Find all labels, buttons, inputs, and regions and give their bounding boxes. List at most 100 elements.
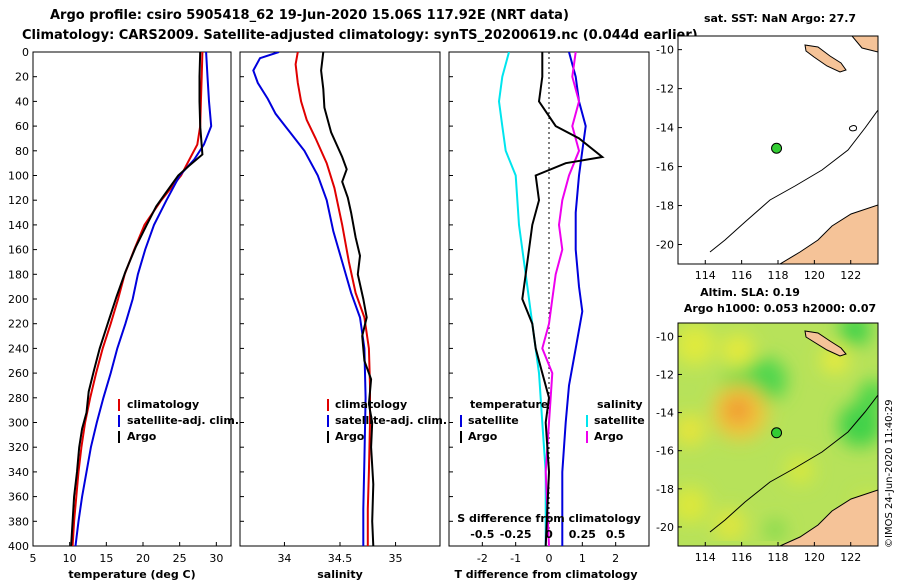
y-tick-label: 280 xyxy=(8,392,29,405)
mainland-australia xyxy=(779,489,878,546)
difference-xlabel: T difference from climatology xyxy=(454,568,637,580)
y-tick-label: 240 xyxy=(8,342,29,355)
x-tick-label: 2 xyxy=(612,552,619,565)
legend-satellite-label: satellite-adj. clim. xyxy=(127,414,239,427)
x-tick-label: 5 xyxy=(30,552,37,565)
y-tick-label: 360 xyxy=(8,491,29,504)
lat-tick-label: -18 xyxy=(656,200,674,213)
title-line-1: Argo profile: csiro 5905418_62 19-Jun-20… xyxy=(50,8,569,23)
lat-tick-label: -12 xyxy=(656,368,674,381)
lon-tick-label: 118 xyxy=(768,551,789,564)
salinity-climatology-line xyxy=(294,52,371,546)
y-tick-label: 60 xyxy=(15,120,29,133)
lat-tick-label: -16 xyxy=(656,161,674,174)
lat-tick-label: -10 xyxy=(656,44,674,57)
temperature-argo-line xyxy=(70,52,204,546)
y-tick-label: 120 xyxy=(8,194,29,207)
legend-s-satellite-label: satellite xyxy=(594,414,645,427)
y-tick-label: 180 xyxy=(8,268,29,281)
t-satellite-diff-line xyxy=(561,52,587,546)
x-tick-label: 35 xyxy=(389,552,403,565)
y-tick-label: 80 xyxy=(15,145,29,158)
y-tick-label: 260 xyxy=(8,367,29,380)
argo-float-marker xyxy=(771,427,783,439)
argo-float-marker xyxy=(771,142,783,154)
island-sumba xyxy=(804,44,847,73)
x-tick-label: 10 xyxy=(63,552,77,565)
s-satellite-diff-line xyxy=(497,52,547,546)
y-tick-label: 160 xyxy=(8,244,29,257)
island-sumba xyxy=(804,330,847,357)
lat-tick-label: -10 xyxy=(656,330,674,343)
t-argo-diff-line xyxy=(521,52,605,546)
y-tick-label: 20 xyxy=(15,71,29,84)
y-tick-label: 300 xyxy=(8,417,29,430)
legend-s-argo-label: Argo xyxy=(594,430,624,443)
lon-tick-label: 114 xyxy=(695,269,716,282)
salinity-argo-line xyxy=(320,52,375,546)
x-tick-label: -1 xyxy=(510,552,521,565)
lon-tick-label: 118 xyxy=(768,269,789,282)
y-tick-label: 320 xyxy=(8,441,29,454)
sla-map: Altim. SLA: 0.19 Argo h1000: 0.053 h2000… xyxy=(656,286,879,564)
s-diff-tick-label: 0 xyxy=(545,528,553,541)
sla-map-subtitle: Argo h1000: 0.053 h2000: 0.07 xyxy=(684,302,876,315)
x-tick-label: 34 xyxy=(277,552,291,565)
legend-satellite-label: satellite-adj. clim. xyxy=(335,414,447,427)
lat-tick-label: -18 xyxy=(656,483,674,496)
lat-tick-label: -20 xyxy=(656,239,674,252)
y-tick-label: 0 xyxy=(22,46,29,59)
lon-tick-label: 120 xyxy=(804,269,825,282)
bathymetry-contour xyxy=(709,109,878,253)
temperature-xlabel: temperature (deg C) xyxy=(68,568,195,580)
s-diff-tick-label: -0.5 xyxy=(470,528,494,541)
s-diff-tick-label: 0.25 xyxy=(569,528,596,541)
sla-field xyxy=(678,323,878,541)
lat-tick-label: -14 xyxy=(656,407,674,420)
sla-map-title: Altim. SLA: 0.19 xyxy=(700,286,800,299)
difference-panel: -2 -1 0 1 2 S difference from climatology -0… xyxy=(448,51,650,580)
legend-t-argo-label: Argo xyxy=(468,430,498,443)
island-timor xyxy=(851,36,878,53)
lon-tick-label: 122 xyxy=(840,269,861,282)
y-tick-label: 40 xyxy=(15,95,29,108)
lon-tick-label: 114 xyxy=(695,551,716,564)
x-tick-label: 34.5 xyxy=(328,552,353,565)
y-tick-label: 200 xyxy=(8,293,29,306)
legend-t-satellite-label: satellite xyxy=(468,414,519,427)
salinity-satellite-line xyxy=(252,52,367,546)
mainland-australia xyxy=(779,204,878,264)
x-tick-label: 20 xyxy=(136,552,150,565)
legend-argo-label: Argo xyxy=(127,430,157,443)
sst-map-title: sat. SST: NaN Argo: 27.7 xyxy=(704,12,856,25)
temperature-climatology-line xyxy=(71,52,204,546)
legend-argo-label: Argo xyxy=(335,430,365,443)
y-tick-label: 140 xyxy=(8,219,29,232)
salinity-xlabel: salinity xyxy=(317,568,363,580)
x-tick-label: 0 xyxy=(546,552,553,565)
sst-map: sat. SST: NaN Argo: 27.7 114 116 118 120 122… xyxy=(656,12,879,282)
salinity-axes-box xyxy=(239,51,441,547)
y-tick-label: 400 xyxy=(8,540,29,553)
x-tick-label: 30 xyxy=(209,552,223,565)
difference-legend: temperature salinity satellite Argo sate… xyxy=(460,398,645,443)
legend-climatology-label: climatology xyxy=(127,398,199,411)
lat-tick-label: -14 xyxy=(656,122,674,135)
y-tick-label: 220 xyxy=(8,318,29,331)
imos-credit: ©IMOS 24-Jun-2020 11:40:29 xyxy=(884,399,895,548)
y-tick-label: 340 xyxy=(8,466,29,479)
temperature-satellite-line xyxy=(74,52,213,546)
legend-salinity-title: salinity xyxy=(597,398,643,411)
salinity-panel: 34 34.5 35 salinity climatology satellite-… xyxy=(239,51,447,580)
legend-temperature-title: temperature xyxy=(470,398,548,411)
y-tick-label: 100 xyxy=(8,170,29,183)
lat-tick-label: -12 xyxy=(656,83,674,96)
s-diff-tick-label: 0.5 xyxy=(606,528,626,541)
x-tick-label: 1 xyxy=(579,552,586,565)
x-tick-label: 15 xyxy=(99,552,113,565)
reef-outline xyxy=(849,125,857,132)
lat-tick-label: -16 xyxy=(656,445,674,458)
legend-climatology-label: climatology xyxy=(335,398,407,411)
x-tick-label: 25 xyxy=(173,552,187,565)
